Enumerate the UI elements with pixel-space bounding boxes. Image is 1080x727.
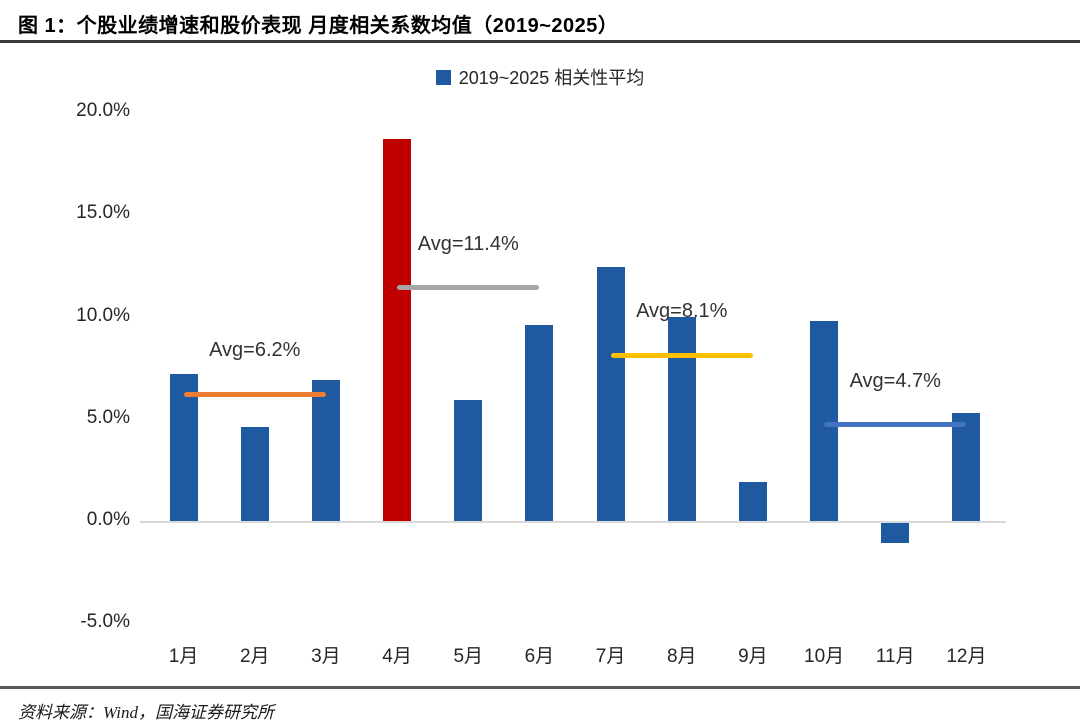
- average-line-3: [610, 352, 753, 358]
- bar-12月: [952, 412, 981, 521]
- average-line-label-3: Avg=8.1%: [636, 300, 728, 323]
- bar-8月: [667, 316, 696, 521]
- x-axis-label-7: 7月: [595, 646, 626, 667]
- y-axis-tick-label: 0.0%: [86, 509, 130, 530]
- y-axis-tick-label: -5.0%: [80, 611, 130, 633]
- average-line-1: [183, 391, 326, 397]
- x-axis-label-2: 2月: [239, 646, 270, 667]
- bar-2月: [240, 426, 269, 521]
- x-axis-label-4: 4月: [382, 646, 412, 667]
- bar-6月: [525, 324, 554, 521]
- y-axis-tick-label: 15.0%: [76, 202, 130, 224]
- y-axis-tick-label: 5.0%: [86, 406, 130, 428]
- x-axis-label-12: 12月: [946, 646, 987, 667]
- bottom-divider: [0, 686, 1080, 689]
- chart-legend: 2019~2025 相关性平均: [0, 64, 1080, 90]
- average-line-4: [824, 422, 967, 428]
- bar-1月: [169, 373, 198, 521]
- figure-title: 图 1：个股业绩增速和股价表现 月度相关系数均值（2019~2025）: [18, 15, 619, 37]
- x-axis-label-5: 5月: [453, 646, 484, 667]
- average-line-label-4: Avg=4.7%: [849, 369, 941, 392]
- bar-11月: [881, 523, 910, 544]
- x-axis-label-6: 6月: [524, 646, 555, 667]
- x-axis-label-1: 1月: [168, 646, 199, 667]
- title-divider: [0, 40, 1080, 43]
- average-line-2: [397, 285, 540, 291]
- x-axis-label-9: 9月: [738, 646, 768, 667]
- x-axis-label-10: 10月: [804, 646, 845, 667]
- legend-label: 2019~2025 相关性平均: [458, 68, 645, 88]
- bar-5月: [454, 400, 483, 521]
- source-note: 资料来源：Wind，国海证券研究所: [18, 703, 274, 722]
- bar-9月: [738, 482, 767, 521]
- x-axis-label-3: 3月: [311, 646, 341, 667]
- x-axis-label-11: 11月: [875, 646, 915, 667]
- bar-10月: [810, 320, 839, 521]
- bar-4月: [383, 138, 412, 521]
- y-axis-tick-label: 10.0%: [76, 304, 130, 326]
- x-axis-label-8: 8月: [666, 646, 697, 667]
- average-line-label-1: Avg=6.2%: [209, 339, 301, 362]
- y-axis-tick-label: 20.0%: [76, 100, 130, 121]
- legend-marker-square: [435, 69, 451, 85]
- average-line-label-2: Avg=11.4%: [417, 232, 519, 255]
- bar-3月: [311, 379, 340, 521]
- bar-7月: [596, 267, 625, 521]
- x-axis-line: [140, 521, 1006, 523]
